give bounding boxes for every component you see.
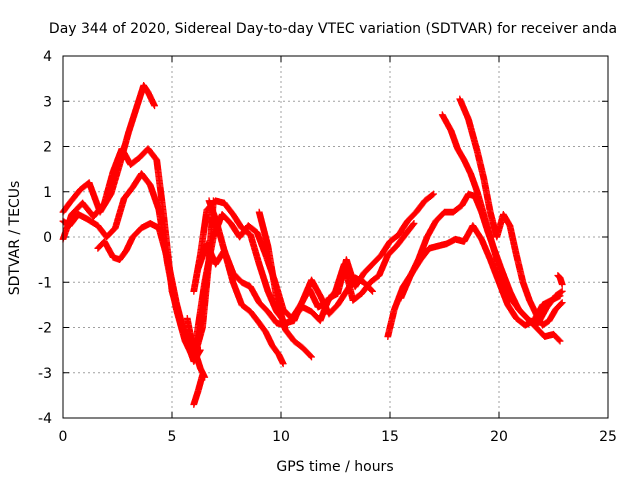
label-layer: 0 5 10 15 20 25 -4 -3 -2 -1 0 1 2 3 4 <box>38 49 617 445</box>
data-series-track-8 <box>205 197 287 368</box>
data-points-track-16 <box>554 272 566 288</box>
data-points-track-15 <box>456 95 566 329</box>
x-tick-label: 15 <box>381 429 399 445</box>
x-tick-label: 25 <box>599 429 617 445</box>
y-tick-label: 4 <box>43 49 52 65</box>
data-series-track-7 <box>194 190 437 329</box>
y-tick-label: 3 <box>43 94 52 110</box>
x-tick-label: 10 <box>272 429 290 445</box>
data-series-track-15 <box>456 95 566 329</box>
y-tick-label: 2 <box>43 140 52 156</box>
x-tick-label: 20 <box>490 429 508 445</box>
y-tick-label: 1 <box>43 185 52 201</box>
x-tick-label: 5 <box>168 429 177 445</box>
data-series-track-16 <box>554 272 566 288</box>
data-points-track-7 <box>194 190 437 329</box>
data-series-track-9 <box>255 208 315 361</box>
x-axis-label: GPS time / hours <box>276 459 393 475</box>
data-points-track-9 <box>255 208 315 361</box>
data-series-track-4 <box>94 220 204 365</box>
chart-title: Day 344 of 2020, Sidereal Day-to-day VTE… <box>49 21 617 37</box>
data-points-track-6 <box>192 210 418 345</box>
y-axis-label: SDTVAR / TECUs <box>7 181 23 296</box>
plot-frame <box>62 55 609 419</box>
y-tick-label: -4 <box>38 411 52 427</box>
data-series-track-11 <box>190 371 206 408</box>
y-tick-label: -3 <box>38 366 52 382</box>
y-tick-label: -2 <box>38 321 52 337</box>
data-series-track-6 <box>192 210 418 345</box>
y-tick-label: -1 <box>38 275 52 291</box>
data-points-track-8 <box>205 197 287 368</box>
data-points-track-4 <box>94 220 204 365</box>
x-tick-label: 0 <box>59 429 68 445</box>
data-points-track-14 <box>438 111 566 327</box>
data-layer <box>59 82 566 408</box>
data-series-track-14 <box>438 111 566 327</box>
grid-layer <box>63 56 608 418</box>
y-tick-label: 0 <box>43 230 52 246</box>
data-points-track-11 <box>190 371 206 408</box>
